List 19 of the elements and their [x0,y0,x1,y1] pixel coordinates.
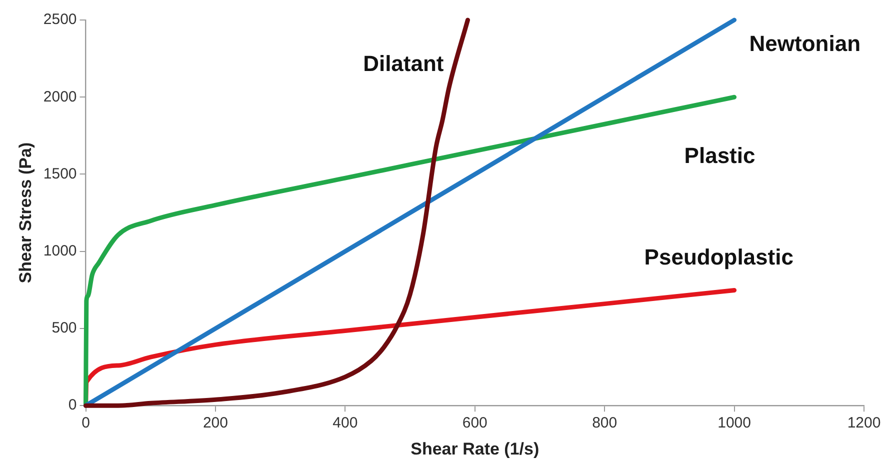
series-label: Plastic [684,143,756,168]
series-label: Dilatant [363,51,444,76]
y-tick-label: 2500 [43,11,77,28]
y-tick-label: 500 [52,320,77,337]
x-tick-label: 0 [82,414,90,432]
series-label: Newtonian [749,31,861,56]
series-label: Pseudoplastic [644,244,794,270]
x-tick-label: 1200 [847,414,881,432]
x-tick-label: 400 [332,414,358,432]
y-tick-label: 0 [68,396,77,414]
x-tick-label: 600 [462,414,488,432]
x-tick-label: 1000 [718,414,751,432]
x-axis-title: Shear Rate (1/s) [410,439,540,458]
y-axis-title: Shear Stress (Pa) [16,142,35,284]
x-tick-label: 200 [202,414,228,432]
y-tick-label: 1500 [43,165,77,182]
x-tick-label: 800 [592,414,618,432]
y-tick-label: 1000 [43,242,77,260]
y-tick-label: 2000 [43,88,77,106]
